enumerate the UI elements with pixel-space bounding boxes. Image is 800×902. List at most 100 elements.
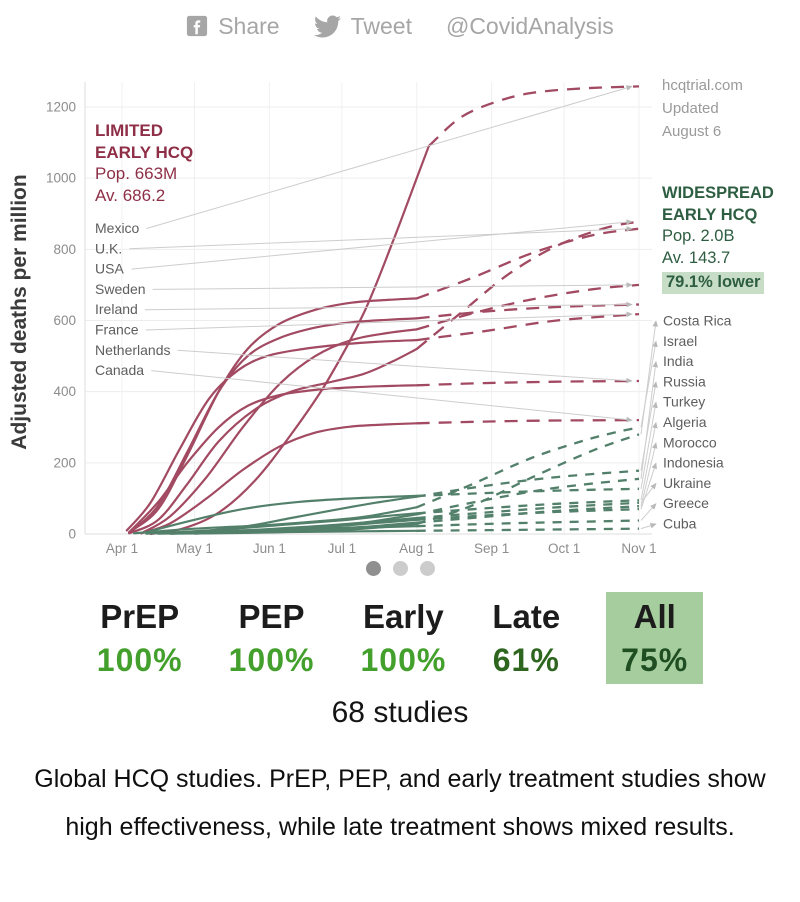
share-label: Share <box>218 12 280 39</box>
share-bar: Share Tweet @CovidAnalysis <box>0 0 800 44</box>
share-button[interactable]: Share <box>186 12 280 40</box>
limited-title-1: LIMITED <box>95 121 163 140</box>
carousel-dots <box>0 561 800 576</box>
country-label-costa-rica: Costa Rica <box>663 313 732 329</box>
source-updated: Updated <box>662 100 719 117</box>
connector-usa <box>131 219 633 270</box>
y-tick-label: 800 <box>53 242 76 257</box>
connector-france <box>145 311 633 331</box>
series-cuba-solid <box>157 529 418 535</box>
connector-cuba <box>640 522 657 530</box>
series-greece-projection <box>416 519 640 528</box>
y-tick-label: 600 <box>53 313 76 328</box>
country-label-india: India <box>663 353 694 369</box>
studies-count: 68 studies <box>331 696 469 729</box>
connector-turkey <box>640 401 658 489</box>
country-label-mexico: Mexico <box>95 220 140 236</box>
handle-label: @CovidAnalysis <box>445 12 614 39</box>
series-mexico-solid <box>149 145 430 536</box>
stat-item-early: Early 100% <box>360 592 446 684</box>
carousel-dot-2[interactable] <box>392 561 408 576</box>
series-ireland-projection <box>416 303 640 320</box>
country-label-greece: Greece <box>663 495 709 511</box>
connector-mexico <box>146 85 633 229</box>
stat-label: PEP <box>238 598 305 635</box>
country-label-usa: USA <box>95 261 124 277</box>
stats-row: PrEP 100% PEP 100% Early 100% Late 61% All 75% <box>0 592 800 684</box>
x-tick-label: Aug 1 <box>399 541 434 556</box>
series-algeria-projection <box>416 499 640 515</box>
limited-average: Av. 686.2 <box>95 185 166 205</box>
stat-item-prep: PrEP 100% <box>97 592 183 684</box>
country-label-netherlands: Netherlands <box>95 342 171 358</box>
series-cuba-projection <box>416 527 640 532</box>
series-greece-solid <box>145 525 418 535</box>
connector-ireland <box>144 301 633 311</box>
covidanalysis-handle[interactable]: @CovidAnalysis <box>446 13 614 40</box>
connector-netherlands <box>177 349 633 384</box>
stat-value: 100% <box>96 642 183 678</box>
series-canada-projection <box>416 418 640 425</box>
connector-india <box>640 360 659 479</box>
x-tick-label: Apr 1 <box>106 541 138 556</box>
source-site-link[interactable]: hcqtrial.com <box>662 77 743 94</box>
series-usa-solid <box>128 347 418 535</box>
connector-israel <box>640 340 658 428</box>
tweet-button[interactable]: Tweet <box>313 12 412 40</box>
series-turkey-solid <box>145 494 418 534</box>
x-tick-label: Nov 1 <box>621 541 656 556</box>
series-sweden-solid <box>140 328 418 535</box>
country-label-algeria: Algeria <box>663 414 707 430</box>
chart-area: Adjusted deaths per million 0 200 400 600 80… <box>0 44 800 559</box>
country-label-israel: Israel <box>663 333 697 349</box>
connector-indonesia <box>640 462 657 510</box>
stat-item-pep: PEP 100% <box>229 592 315 684</box>
facebook-icon <box>186 15 208 37</box>
stat-label: Early <box>363 598 444 635</box>
carousel-dot-3[interactable] <box>419 561 435 576</box>
source-date: August 6 <box>662 123 722 140</box>
country-label-u-k: U.K. <box>95 240 122 256</box>
series-israel-projection <box>416 426 640 509</box>
connector-morocco <box>640 442 658 507</box>
carousel-dot-1[interactable] <box>365 561 381 576</box>
limited-title-2: EARLY HCQ <box>95 142 194 162</box>
stat-label: All <box>633 598 676 635</box>
y-tick-label: 400 <box>53 384 76 399</box>
series-algeria-solid <box>157 512 418 535</box>
y-tick-label: 0 <box>68 527 76 542</box>
series-france-solid <box>125 339 418 532</box>
stat-item-late: Late 61% <box>492 592 560 684</box>
widespread-title-2: EARLY HCQ <box>662 205 758 224</box>
stat-value: 75% <box>621 642 689 678</box>
country-label-morocco: Morocco <box>663 434 717 450</box>
tweet-label: Tweet <box>350 12 412 39</box>
limited-group-label: LIMITED EARLY HCQ Pop. 663M Av. 686.2 <box>95 120 193 206</box>
series-usa-projection <box>415 220 640 350</box>
stat-label: PrEP <box>100 598 180 635</box>
deaths-chart: Adjusted deaths per million 0 200 400 600 80… <box>8 82 732 556</box>
series-sweden-projection <box>416 283 640 331</box>
connector-algeria <box>640 421 658 501</box>
series-india-projection <box>416 477 640 516</box>
country-label-ukraine: Ukraine <box>663 475 711 491</box>
stat-label: Late <box>492 598 561 635</box>
stat-value: 100% <box>360 642 447 678</box>
y-axis-label: Adjusted deaths per million <box>8 174 31 449</box>
stat-value: 61% <box>492 642 560 678</box>
series-indonesia-projection <box>416 507 640 521</box>
y-tick-label: 1200 <box>46 100 76 115</box>
series-netherlands-projection <box>416 379 640 387</box>
percent-lower-badge: 79.1% lower <box>662 272 765 294</box>
series-u-k-projection <box>416 227 640 300</box>
connector-sweden <box>152 282 633 290</box>
x-tick-label: Oct 1 <box>548 541 580 556</box>
connector-ukraine <box>640 482 657 503</box>
series-canada-solid <box>140 422 418 535</box>
stat-item-all: All 75% <box>606 592 704 684</box>
widespread-average: Av. 143.7 <box>662 248 731 267</box>
series-france-projection <box>416 312 640 342</box>
y-tick-label: 200 <box>53 455 76 470</box>
country-label-sweden: Sweden <box>95 281 146 297</box>
